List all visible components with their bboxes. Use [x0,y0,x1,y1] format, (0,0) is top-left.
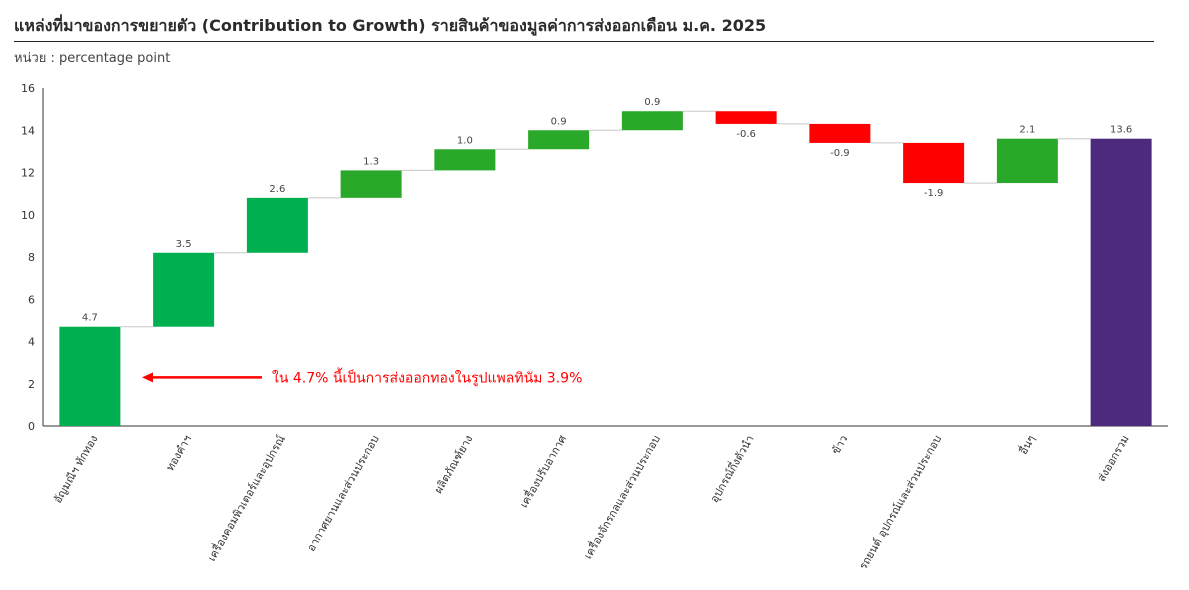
bar-5 [434,149,496,171]
data-label-1: 4.7 [82,313,98,324]
data-label-6: 0.9 [551,116,567,127]
bars [59,111,1152,426]
x-tick-label-1: อัญมณีฯ ทักทอง [51,433,100,506]
bar-12 [1090,138,1152,426]
x-tick-label-10: รถยนต์ อุปกรณ์และส่วนประกอบ [857,433,945,572]
data-label-2: 3.5 [176,239,192,250]
data-label-11: 2.1 [1019,125,1035,136]
y-tick-label: 6 [28,293,35,306]
connector-lines [120,110,1091,328]
y-tick-label: 16 [21,82,35,95]
data-label-9: -0.9 [830,148,850,159]
x-tick-label-4: อากาศยานและส่วนประกอบ [304,433,381,554]
x-tick-label-12: ส่งออกรวม [1095,433,1132,484]
y-tick-label: 0 [28,420,35,433]
x-tick-label-2: ทองคำฯ [163,433,194,473]
bar-2 [153,252,215,327]
bar-10 [903,142,965,184]
bar-7 [621,111,683,131]
title-divider [14,41,1154,42]
x-tick-label-9: ข้าว [829,433,850,457]
y-tick-label: 2 [28,378,35,391]
y-tick-label: 14 [21,124,35,137]
x-tick-label-7: เครื่องจักรกลและส่วนประกอบ [580,432,663,561]
y-tick-label: 8 [28,251,35,264]
annotation: ใน 4.7% นี้เป็นการส่งออกทองในรูปแพลทินัม… [142,367,582,386]
x-tick-label-6: เครื่องปรับอากาศ [515,432,569,510]
data-label-8: -0.6 [736,129,756,140]
y-tick-label: 10 [21,209,35,222]
bar-9 [809,123,871,143]
data-label-7: 0.9 [644,97,660,108]
data-label-4: 1.3 [363,156,379,167]
x-tick-label-8: อุปกรณ์กึ่งตัวนำ [706,432,757,505]
x-tick-label-11: อื่นๆ [1015,432,1038,457]
annotation-text: ใน 4.7% นี้เป็นการส่งออกทองในรูปแพลทินัม… [272,367,582,386]
data-label-10: -1.9 [924,188,944,199]
bar-3 [246,197,308,253]
y-tick-label: 4 [28,336,35,349]
unit-label: หน่วย : percentage point [14,51,171,66]
y-tick-label: 12 [21,167,35,180]
bar-8 [715,111,777,124]
data-label-3: 2.6 [269,184,285,195]
bar-4 [340,170,402,198]
data-labels: 4.7 3.5 2.6 1.3 1.0 0.9 0.9 -0.6 -0.9 -1.9 2.1 13.6 [82,97,1132,323]
bar-6 [528,130,590,150]
x-axis-labels: อัญมณีฯ ทักทอง ทองคำฯ เครื่องคอมพิวเตอร์แล… [51,432,1132,572]
x-tick-label-5: ผลิตภัณฑ์ยาง [432,433,476,496]
data-label-12: 13.6 [1110,125,1132,136]
x-tick-label-3: เครื่องคอมพิวเตอร์และอุปกรณ์ [203,432,288,563]
y-axis: 0 2 4 6 8 10 12 14 16 [21,82,1168,433]
chart-title: แหล่งที่มาของการขยายตัว (Contribution to… [14,16,767,35]
bar-11 [996,138,1058,184]
annotation-arrow-head [142,372,153,383]
data-label-5: 1.0 [457,135,473,146]
bar-1 [59,326,121,426]
